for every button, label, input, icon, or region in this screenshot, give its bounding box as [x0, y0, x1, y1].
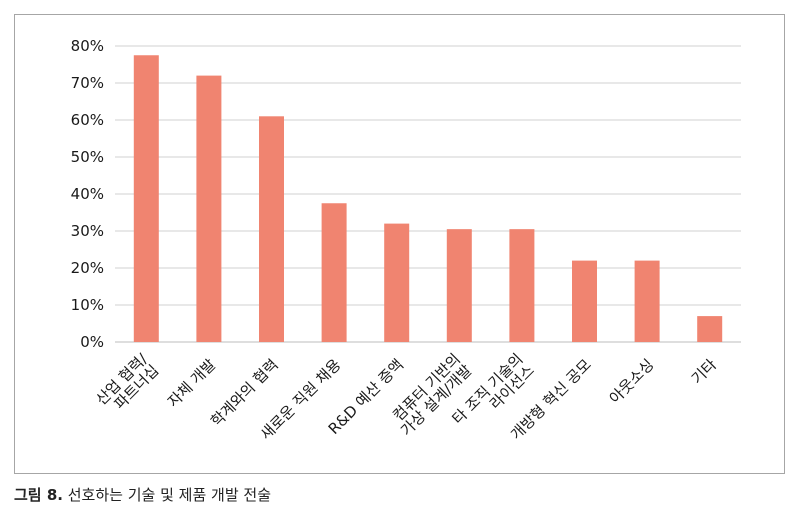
figure-caption: 그림 8. 선호하는 기술 및 제품 개발 전술 [14, 484, 271, 505]
y-tick-label: 80% [71, 37, 104, 55]
bar [133, 55, 159, 342]
bar [634, 260, 660, 342]
bar [384, 223, 410, 342]
caption-label: 그림 8. [14, 486, 63, 504]
category-label: 산업 협력/파트너십 [92, 349, 163, 420]
category-label-text: 자체 개발 [164, 355, 219, 410]
y-tick-label: 40% [71, 185, 104, 203]
bar [446, 229, 472, 342]
bar [509, 229, 535, 342]
category-label-line: 아웃소싱 [606, 356, 658, 408]
bar [259, 116, 284, 342]
y-tick-label: 30% [71, 222, 104, 240]
y-tick-label: 50% [71, 148, 104, 166]
category-label: 자체 개발 [164, 355, 219, 410]
category-label: 아웃소싱 [606, 356, 658, 408]
y-tick-label: 20% [71, 259, 104, 277]
category-label-text: 산업 협력/파트너십 [92, 349, 163, 420]
bar [697, 316, 723, 342]
y-tick-label: 10% [71, 296, 104, 314]
bar [321, 203, 347, 342]
bar-chart: 0% 10% 20% 30% 40% 50% 60% 70% 80% 산업 협력/파트너십 자체 … [71, 37, 741, 443]
y-tick-label: 0% [80, 333, 104, 351]
bars [133, 55, 723, 342]
category-label-line: 자체 개발 [164, 355, 219, 410]
category-label-text: 아웃소싱 [606, 356, 658, 408]
y-axis-ticks: 0% 10% 20% 30% 40% 50% 60% 70% 80% [71, 37, 104, 351]
y-tick-label: 60% [71, 111, 104, 129]
caption-text: 선호하는 기술 및 제품 개발 전술 [67, 486, 271, 504]
category-label: 기타 [688, 356, 720, 388]
bar [572, 260, 597, 342]
y-tick-label: 70% [71, 74, 104, 92]
bar [196, 75, 222, 342]
category-label-line: 기타 [688, 356, 720, 388]
category-label-text: 기타 [688, 356, 720, 388]
chart-frame: 0% 10% 20% 30% 40% 50% 60% 70% 80% 산업 협력/파트너십 자체 … [14, 14, 785, 474]
